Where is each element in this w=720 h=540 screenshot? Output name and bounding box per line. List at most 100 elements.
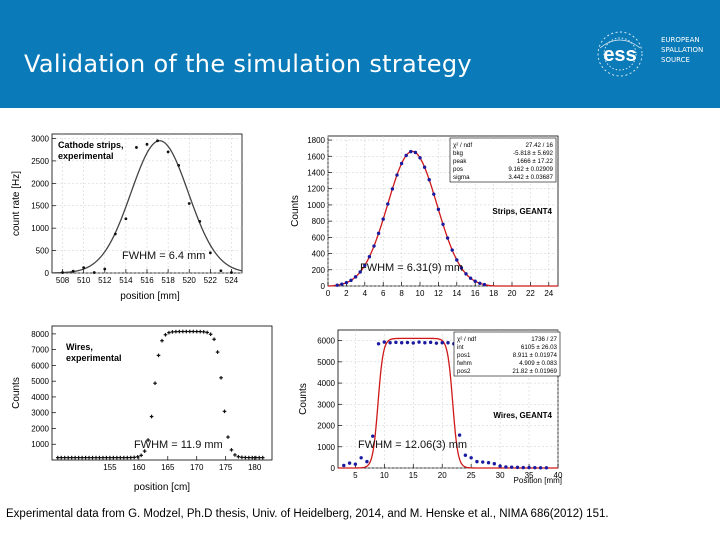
y-tick-label: 4000 xyxy=(317,379,335,388)
data-point xyxy=(405,340,410,345)
data-point xyxy=(440,341,444,345)
x-tick-label: 8 xyxy=(399,289,404,298)
data-point xyxy=(404,153,408,158)
data-point xyxy=(342,463,346,468)
fwhm-label-wires-geant4: FWHM = 12.06(3) mm xyxy=(358,439,468,451)
x-tick-label: 10 xyxy=(416,289,425,298)
data-point xyxy=(515,465,520,470)
x-axis-label: Position [mm] xyxy=(514,476,562,485)
x-tick-label: 22 xyxy=(526,289,535,298)
data-point xyxy=(353,275,358,279)
wires-geant4-chart: 5 10 15 20 25 30 35 40 0 1000 2000 3000 4000 5000 6000… xyxy=(298,329,563,485)
data-point xyxy=(347,461,352,465)
y-tick-label: 5000 xyxy=(31,377,49,386)
x-tick-label: 10 xyxy=(380,471,389,480)
stats-box xyxy=(449,137,557,183)
x-axis-label: position [cm] xyxy=(134,482,190,493)
x-tick-label: 514 xyxy=(119,276,133,285)
header-bar: Validation of the simulation strategy es… xyxy=(0,0,720,108)
data-point xyxy=(482,282,487,287)
stats-box xyxy=(453,331,561,377)
stats-value: 3.442 ± 0.03687 xyxy=(508,174,553,181)
y-tick-label: 0 xyxy=(321,282,326,291)
stats-key: pos xyxy=(453,166,463,173)
x-tick-label: 5 xyxy=(353,471,358,480)
data-point xyxy=(353,462,358,466)
chart-title: Strips, GEANT4 xyxy=(492,207,552,216)
y-tick-label: 2000 xyxy=(31,424,49,433)
data-point xyxy=(230,271,233,274)
data-point xyxy=(459,266,464,270)
y-tick-label: 2500 xyxy=(31,157,49,166)
logo-line-1: EUROPEAN xyxy=(661,36,700,44)
x-tick-label: 15 xyxy=(409,471,418,480)
data-point xyxy=(156,139,159,143)
data-point xyxy=(428,340,433,345)
x-tick-label: 20 xyxy=(508,289,517,298)
data-point xyxy=(468,276,473,280)
stats-value: 9.162 ± 0.02909 xyxy=(508,166,553,173)
data-point xyxy=(457,433,462,437)
data-point xyxy=(390,187,395,191)
x-tick-label: 516 xyxy=(140,276,154,285)
y-tick-label: 5000 xyxy=(317,358,335,367)
data-point xyxy=(198,220,202,223)
data-point xyxy=(177,163,181,167)
wires-experimental-chart: 155 160 165 170 175 180 1000 2000 3000 4000 5000 60… xyxy=(11,325,273,493)
data-point xyxy=(135,146,138,149)
data-point xyxy=(399,341,404,345)
data-point xyxy=(349,278,353,283)
data-point xyxy=(418,156,422,160)
data-point xyxy=(376,231,381,236)
x-tick-label: 40 xyxy=(554,471,563,480)
y-tick-label: 500 xyxy=(36,247,50,256)
slide-title: Validation of the simulation strategy xyxy=(24,50,472,78)
data-point xyxy=(413,150,418,155)
y-tick-label: 1000 xyxy=(31,440,49,449)
data-point xyxy=(432,192,436,196)
data-point xyxy=(388,341,392,345)
y-tick-label: 6000 xyxy=(31,361,49,370)
stats-value: 4.909 ± 0.083 xyxy=(519,360,557,367)
data-point xyxy=(208,251,212,255)
chart-title-line: Cathode strips, xyxy=(58,140,124,150)
stats-key: χ² / ndf xyxy=(457,336,476,343)
data-point xyxy=(372,244,376,248)
x-tick-label: 2 xyxy=(344,289,349,298)
stats-value: 8.911 ± 0.01974 xyxy=(513,352,558,359)
x-tick-label: 512 xyxy=(98,276,112,285)
data-point xyxy=(527,465,531,470)
data-point xyxy=(82,266,86,270)
data-point xyxy=(469,456,473,460)
x-tick-label: 175 xyxy=(219,463,233,472)
logo-text: EUROPEAN SPALLATION SOURCE xyxy=(661,35,703,65)
stats-value: 1736 / 27 xyxy=(531,336,557,343)
y-tick-label: 0 xyxy=(45,269,50,278)
y-tick-label: 1600 xyxy=(307,152,325,161)
x-tick-label: 180 xyxy=(248,463,262,472)
data-point xyxy=(395,173,399,177)
footer-citation: Experimental data from G. Modzel, Ph.D t… xyxy=(6,508,609,520)
data-point xyxy=(344,280,349,285)
data-point xyxy=(475,459,479,464)
x-tick-label: 518 xyxy=(161,276,175,285)
y-axis-label: Counts xyxy=(298,383,309,415)
cathode-strips-chart: 508 510 512 514 516 518 520 522 524 0 500 1000 1500 2… xyxy=(11,133,243,302)
data-point xyxy=(455,258,459,262)
y-tick-label: 1200 xyxy=(307,185,325,194)
fwhm-label-cathode: FWHM = 6.4 mm xyxy=(122,250,206,262)
data-point xyxy=(340,282,344,286)
y-tick-label: 4000 xyxy=(31,393,49,402)
x-tick-label: 4 xyxy=(363,289,368,298)
data-point xyxy=(521,465,525,470)
x-tick-label: 522 xyxy=(204,276,218,285)
logo-line-2: SPALLATION xyxy=(661,46,704,54)
data-point xyxy=(166,150,170,154)
data-point xyxy=(365,459,369,464)
data-point xyxy=(382,340,387,344)
x-tick-label: 18 xyxy=(489,289,498,298)
x-tick-label: 508 xyxy=(56,276,70,285)
stats-value: 6105 ± 26.03 xyxy=(521,344,558,351)
fwhm-label-wires-experimental: FWHM = 11.9 mm xyxy=(134,439,223,451)
ess-logo-icon: ess xyxy=(597,31,643,77)
